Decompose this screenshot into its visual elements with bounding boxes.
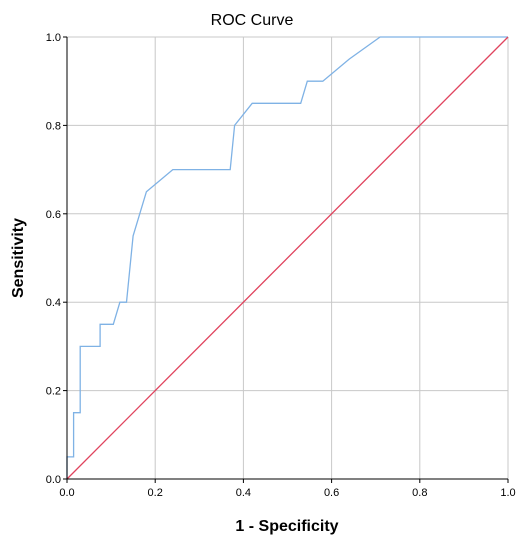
x-tick-label-5: 1.0: [500, 487, 515, 499]
reference-diagonal-line: [66, 36, 509, 480]
axes: [63, 36, 509, 483]
y-tick-label-3: 0.6: [46, 209, 61, 221]
roc-curve-line: [66, 36, 508, 479]
chart-title: ROC Curve: [211, 12, 294, 29]
y-tick-label-1: 0.2: [46, 386, 61, 398]
tick-labels: 0.0 0.2 0.4 0.6 0.8 1.0 0.0 0.2 0.4 0.6 0.8 1.0: [46, 32, 516, 499]
x-axis-title: 1 - Specificity: [235, 518, 338, 535]
x-tick-label-3: 0.6: [324, 487, 339, 499]
plot-series: [66, 36, 509, 480]
x-tick-label-2: 0.4: [236, 487, 251, 499]
y-axis-title: Sensitivity: [10, 218, 27, 298]
x-tick-label-0: 0.0: [59, 487, 74, 499]
y-tick-label-2: 0.4: [46, 297, 61, 309]
y-tick-label-0: 0.0: [46, 474, 61, 486]
y-tick-label-4: 0.8: [46, 120, 61, 132]
x-tick-label-1: 0.2: [148, 487, 163, 499]
x-tick-label-4: 0.8: [412, 487, 427, 499]
y-tick-label-5: 1.0: [46, 32, 61, 44]
grid-lines: [66, 36, 509, 480]
